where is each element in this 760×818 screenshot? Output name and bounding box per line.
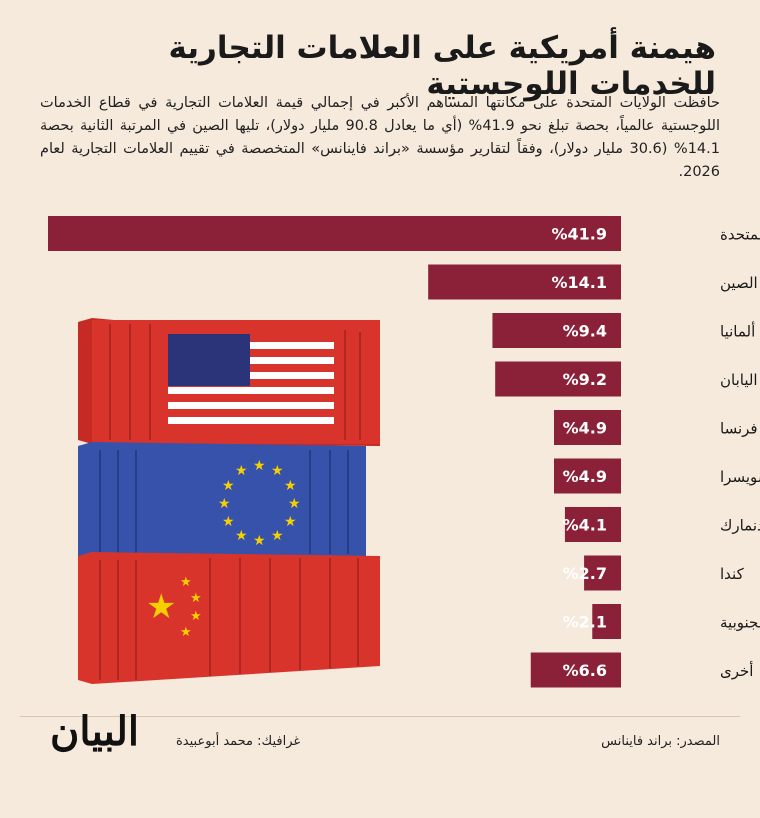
bar [530, 652, 621, 688]
source-text: المصدر: براند فاينانس [601, 734, 720, 749]
bar [553, 410, 621, 445]
china-container: ★ ★ ★ ★ ★ [78, 552, 380, 684]
shipping-containers-illustration: ★ ★★ ★★★ ★★★ ★★★ ★ ★ ★ ★ ★ [78, 318, 380, 684]
svg-text:★: ★ [146, 587, 176, 627]
bar-value-label: %4.1 [563, 516, 607, 535]
category-label: اليابان [720, 371, 758, 389]
svg-text:★: ★ [218, 496, 231, 512]
category-label: الصين [720, 274, 758, 292]
svg-text:★: ★ [253, 533, 266, 549]
bar [428, 264, 621, 300]
intro-paragraph: حافظت الولايات المتحدة على مكانتها المسا… [40, 95, 720, 180]
svg-text:★: ★ [222, 478, 235, 494]
svg-text:★: ★ [190, 591, 202, 606]
albayan-logo: البيان [50, 708, 140, 755]
bar-value-label: %4.9 [563, 467, 607, 486]
svg-text:★: ★ [180, 625, 192, 640]
category-label: الدنمارك [720, 517, 760, 535]
eu-container: ★ ★★ ★★★ ★★★ ★★★ [78, 442, 366, 560]
bar-value-label: %4.9 [563, 419, 607, 438]
us-flag-icon [168, 334, 334, 432]
bar [564, 507, 621, 542]
svg-text:★: ★ [235, 463, 248, 479]
bar-value-label: %9.4 [563, 322, 607, 341]
bar-chart: ★ ★★ ★★★ ★★★ ★★★ ★ ★ ★ ★ ★ [48, 216, 760, 688]
bar-value-label: %9.2 [563, 370, 607, 389]
svg-text:★: ★ [190, 609, 202, 624]
category-label: الولايات المتحدة [720, 226, 760, 244]
category-label: كندا [720, 565, 745, 583]
bar [584, 555, 621, 591]
china-stars-icon: ★ ★ ★ ★ ★ [146, 575, 202, 640]
svg-text:★: ★ [284, 478, 297, 494]
svg-text:★: ★ [235, 528, 248, 544]
bar [495, 361, 621, 397]
bar-value-label: %14.1 [551, 273, 607, 292]
us-container [78, 318, 380, 446]
bar [592, 604, 621, 639]
category-label: كوريا الجنوبية [720, 614, 760, 632]
svg-text:★: ★ [271, 463, 284, 479]
svg-text:★: ★ [222, 514, 235, 530]
bar-value-label: %41.9 [551, 225, 607, 244]
footer-divider [20, 716, 740, 717]
bar [48, 216, 621, 251]
bar-value-label: %2.7 [563, 564, 607, 583]
svg-text:★: ★ [180, 575, 192, 590]
category-label: فرنسا [720, 420, 758, 438]
graphic-credit: غرافيك: محمد أبوعبيدة [176, 734, 301, 749]
bar [492, 313, 621, 348]
svg-text:★: ★ [284, 514, 297, 530]
bar-value-label: %6.6 [563, 661, 607, 680]
category-label: أخرى [720, 661, 753, 680]
eu-stars-icon: ★ ★★ ★★★ ★★★ ★★★ [218, 458, 301, 549]
page-title: هيمنة أمريكية على العلامات التجارية للخد… [168, 30, 716, 102]
svg-text:★: ★ [253, 458, 266, 474]
svg-text:★: ★ [288, 496, 301, 512]
category-label: سويسرا [720, 468, 760, 486]
svg-text:★: ★ [271, 528, 284, 544]
bar [553, 458, 621, 494]
bars-group: %41.9 الولايات المتحدة %14.1 الصين %9.4 ألمان… [48, 216, 760, 688]
bar-value-label: %2.1 [563, 613, 607, 632]
category-label: ألمانيا [720, 322, 755, 341]
